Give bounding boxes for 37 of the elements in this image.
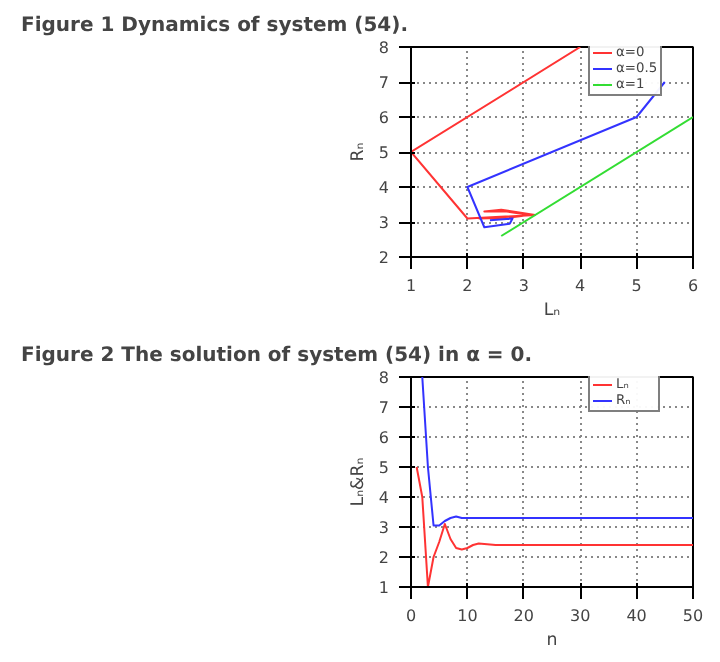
x-tick-label: 4 <box>575 277 586 295</box>
line-series <box>415 466 693 587</box>
y-tick-label: 5 <box>378 459 390 477</box>
y-tick-label: 2 <box>378 549 390 567</box>
y-tick-label: 8 <box>378 39 390 57</box>
x-tick-label: 6 <box>687 277 699 295</box>
y-tick-label: 4 <box>378 179 390 197</box>
chart-title: Figure 2 The solution of system (54) in α = 0. <box>21 345 533 367</box>
x-tick-label: 20 <box>513 607 534 625</box>
text: Figure 1 Dynamics of system (54). <box>21 15 409 37</box>
x-tick-label: 1 <box>405 277 417 295</box>
x-tick-label: 0 <box>405 607 417 625</box>
y-axis-title: Rₙ <box>348 142 369 162</box>
y-tick-label: 8 <box>378 369 390 387</box>
x-axis-title: n <box>546 631 558 651</box>
x-tick-label: 50 <box>682 607 704 625</box>
y-tick-label: 2 <box>378 249 390 267</box>
x-tick-label: 30 <box>570 607 591 625</box>
y-tick-label: 6 <box>378 109 390 127</box>
line-series <box>421 377 693 527</box>
y-tick-label: 1 <box>378 579 390 597</box>
line-series <box>411 47 582 220</box>
y-axis-title: Lₙ&Rₙ <box>348 457 369 507</box>
x-axis-title: Lₙ <box>543 301 561 321</box>
y-tick-label: 6 <box>378 429 390 447</box>
x-tick-label: 3 <box>518 277 529 295</box>
line-series <box>466 81 666 229</box>
x-tick-label: 10 <box>457 607 478 625</box>
y-tick-label: 5 <box>378 144 390 162</box>
y-tick-label: 7 <box>378 74 390 92</box>
x-tick-label: 40 <box>626 607 647 625</box>
y-tick-label: 4 <box>378 489 390 507</box>
y-tick-label: 7 <box>378 399 390 417</box>
y-tick-label: 3 <box>378 519 390 537</box>
x-tick-label: 2 <box>462 277 473 295</box>
x-tick-label: 5 <box>631 277 642 295</box>
y-tick-label: 3 <box>378 214 390 232</box>
